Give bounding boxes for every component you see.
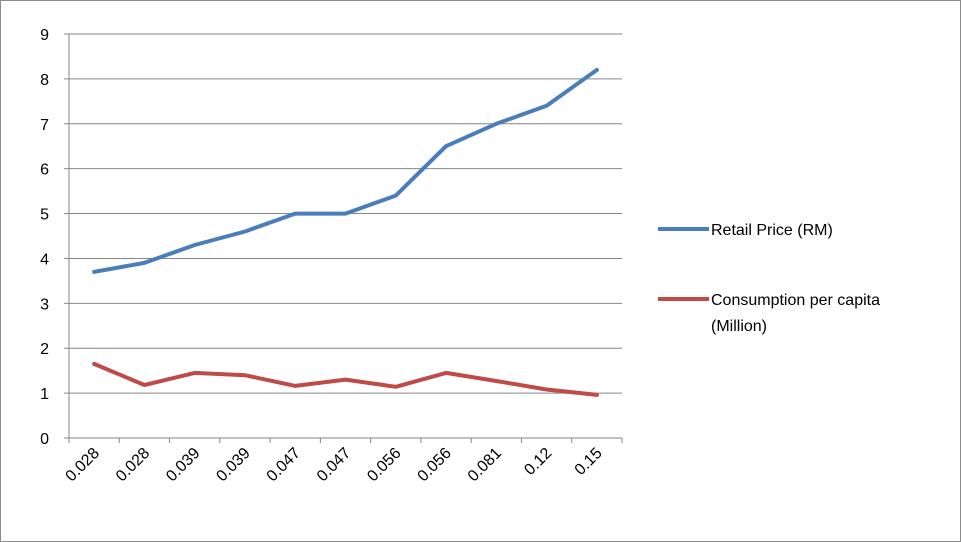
data-point	[444, 371, 448, 375]
x-tick-label: 0.039	[213, 445, 253, 485]
series-1	[92, 67, 599, 274]
data-point	[293, 212, 297, 216]
legend-entry-2: Consumption per capita (Million)	[658, 292, 880, 335]
y-tick-label: 7	[40, 117, 49, 134]
legend-entry-1: Retail Price (RM)	[658, 222, 833, 239]
data-point	[92, 270, 96, 274]
x-tick-label: 0.047	[314, 445, 354, 485]
legend: Retail Price (RM) Consumption per capita (…	[658, 222, 880, 335]
data-point	[494, 379, 498, 383]
x-tick-label: 0.056	[364, 445, 404, 485]
data-point	[545, 388, 549, 392]
data-point	[293, 384, 297, 388]
y-tick-label: 3	[40, 296, 49, 313]
y-tick-label: 5	[40, 207, 49, 224]
x-tick-label: 0.12	[521, 445, 555, 479]
data-point	[344, 212, 348, 216]
y-tick-label: 4	[40, 251, 49, 268]
axes	[64, 33, 623, 443]
y-tick-labels: 0 1 2 3 4 5 6 7 8 9	[40, 27, 49, 448]
series-lines	[92, 67, 599, 397]
legend-label: (Million)	[711, 318, 767, 335]
y-tick-label: 2	[40, 341, 49, 358]
data-point	[545, 104, 549, 108]
y-tick-label: 0	[40, 431, 49, 448]
data-point	[494, 122, 498, 126]
data-point	[193, 371, 197, 375]
data-point	[344, 378, 348, 382]
data-point	[92, 362, 96, 366]
x-tick-label: 0.15	[572, 445, 606, 479]
data-point	[444, 144, 448, 148]
data-point	[595, 68, 599, 72]
y-tick-label: 1	[40, 386, 49, 403]
data-point	[595, 393, 599, 397]
data-point	[142, 261, 146, 265]
y-tick-label: 6	[40, 162, 49, 179]
series-line	[92, 361, 599, 397]
data-point	[243, 230, 247, 234]
x-tick-label: 0.081	[465, 445, 505, 485]
data-point	[394, 194, 398, 198]
x-tick-label: 0.056	[415, 445, 455, 485]
y-tick-label: 8	[40, 72, 49, 89]
data-point	[142, 383, 146, 387]
y-tick-label: 9	[40, 27, 49, 44]
data-point	[193, 243, 197, 247]
x-tick-label: 0.039	[163, 445, 203, 485]
data-point	[394, 385, 398, 389]
series-2	[92, 361, 599, 397]
x-tick-label: 0.028	[63, 445, 103, 485]
series-line	[92, 67, 599, 274]
x-tick-labels: 0.028 0.028 0.039 0.039 0.047 0.047 0.056 0.056…	[63, 445, 606, 485]
x-tick-label: 0.047	[264, 445, 304, 485]
legend-label: Consumption per capita	[711, 292, 880, 309]
data-point	[243, 373, 247, 377]
x-tick-label: 0.028	[113, 445, 153, 485]
legend-label: Retail Price (RM)	[711, 222, 833, 239]
